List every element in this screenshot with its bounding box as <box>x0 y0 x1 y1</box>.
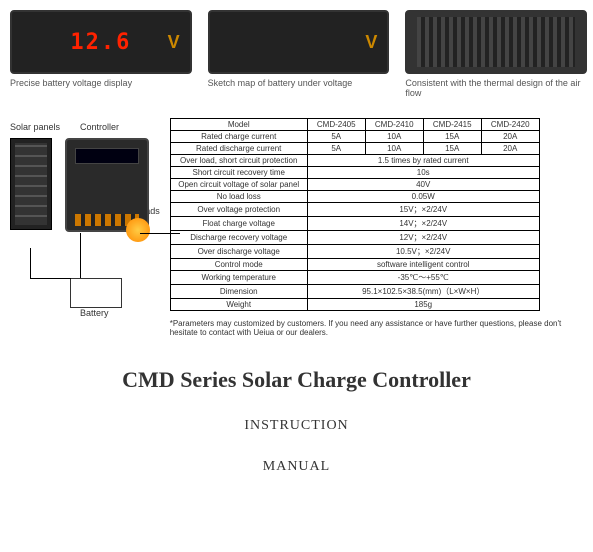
spec-value: -35℃～+55℃ <box>307 271 539 285</box>
row-label: Over load, short circuit protection <box>170 155 307 167</box>
row-label: Over discharge voltage <box>170 245 307 259</box>
col-header: CMD-2405 <box>307 119 365 131</box>
spec-value: 10A <box>365 143 423 155</box>
product-image-row: 12.6 V Precise battery voltage display V… <box>10 10 583 98</box>
row-label: Control mode <box>170 259 307 271</box>
spec-value: 20A <box>481 131 539 143</box>
col-header: CMD-2420 <box>481 119 539 131</box>
col-header: CMD-2415 <box>423 119 481 131</box>
volt-unit-2: V <box>365 32 377 53</box>
row-label: No load loss <box>170 191 307 203</box>
row-label: Rated charge current <box>170 131 307 143</box>
row-label: Working temperature <box>170 271 307 285</box>
spec-value: 15A <box>423 131 481 143</box>
spec-value: 12V；×2/24V <box>307 231 539 245</box>
battery-label: Battery <box>80 308 109 318</box>
subtitle-1: INSTRUCTION <box>10 418 583 434</box>
spec-value: 5A <box>307 143 365 155</box>
spec-value: 15A <box>423 143 481 155</box>
spec-value: 5A <box>307 131 365 143</box>
undervoltage-image: V <box>208 10 390 74</box>
spec-value: 1.5 times by rated current <box>307 155 539 167</box>
spec-value: 185g <box>307 299 539 311</box>
battery-icon <box>70 278 122 308</box>
product-item-3: Consistent with the thermal design of th… <box>405 10 583 98</box>
row-label: Rated discharge current <box>170 143 307 155</box>
led-readout: 12.6 <box>70 30 131 55</box>
bulb-icon <box>126 218 150 242</box>
product-item-2: V Sketch map of battery under voltage <box>208 10 386 98</box>
caption-2: Sketch map of battery under voltage <box>208 78 386 88</box>
spec-value: 0.05W <box>307 191 539 203</box>
row-label: Short circuit recovery time <box>170 167 307 179</box>
spec-value: 10s <box>307 167 539 179</box>
controller-label: Controller <box>80 122 119 132</box>
spec-table: ModelCMD-2405CMD-2410CMD-2415CMD-2420 Rat… <box>170 118 540 311</box>
row-label: Weight <box>170 299 307 311</box>
caption-3: Consistent with the thermal design of th… <box>405 78 583 98</box>
footnote: *Parameters may customized by customers.… <box>170 319 583 337</box>
spec-value: 10A <box>365 131 423 143</box>
spec-value: 10.5V；×2/24V <box>307 245 539 259</box>
solar-label: Solar panels <box>10 122 60 132</box>
col-header: Model <box>170 119 307 131</box>
row-label: Over voltage protection <box>170 203 307 217</box>
spec-value: 14V；×2/24V <box>307 217 539 231</box>
spec-value: 95.1×102.5×38.5(mm)（L×W×H） <box>307 285 539 299</box>
page-title: CMD Series Solar Charge Controller <box>10 367 583 393</box>
spec-value: software intelligent control <box>307 259 539 271</box>
specs-section: ModelCMD-2405CMD-2410CMD-2415CMD-2420 Rat… <box>170 118 583 337</box>
voltage-display-image: 12.6 V <box>10 10 192 74</box>
volt-unit: V <box>168 32 180 53</box>
product-item-1: 12.6 V Precise battery voltage display <box>10 10 188 98</box>
heatsink-image <box>405 10 587 74</box>
mid-section: Solar panels Controller Loads Battery Mo… <box>10 118 583 337</box>
col-header: CMD-2410 <box>365 119 423 131</box>
spec-value: 20A <box>481 143 539 155</box>
spec-value: 40V <box>307 179 539 191</box>
row-label: Float charge voltage <box>170 217 307 231</box>
subtitle-2: MANUAL <box>10 459 583 475</box>
row-label: Dimension <box>170 285 307 299</box>
wiring-diagram: Solar panels Controller Loads Battery <box>10 118 160 318</box>
spec-value: 15V；×2/24V <box>307 203 539 217</box>
row-label: Open circuit voltage of solar panel <box>170 179 307 191</box>
caption-1: Precise battery voltage display <box>10 78 188 88</box>
solar-panel-icon <box>10 138 52 230</box>
row-label: Discharge recovery voltage <box>170 231 307 245</box>
